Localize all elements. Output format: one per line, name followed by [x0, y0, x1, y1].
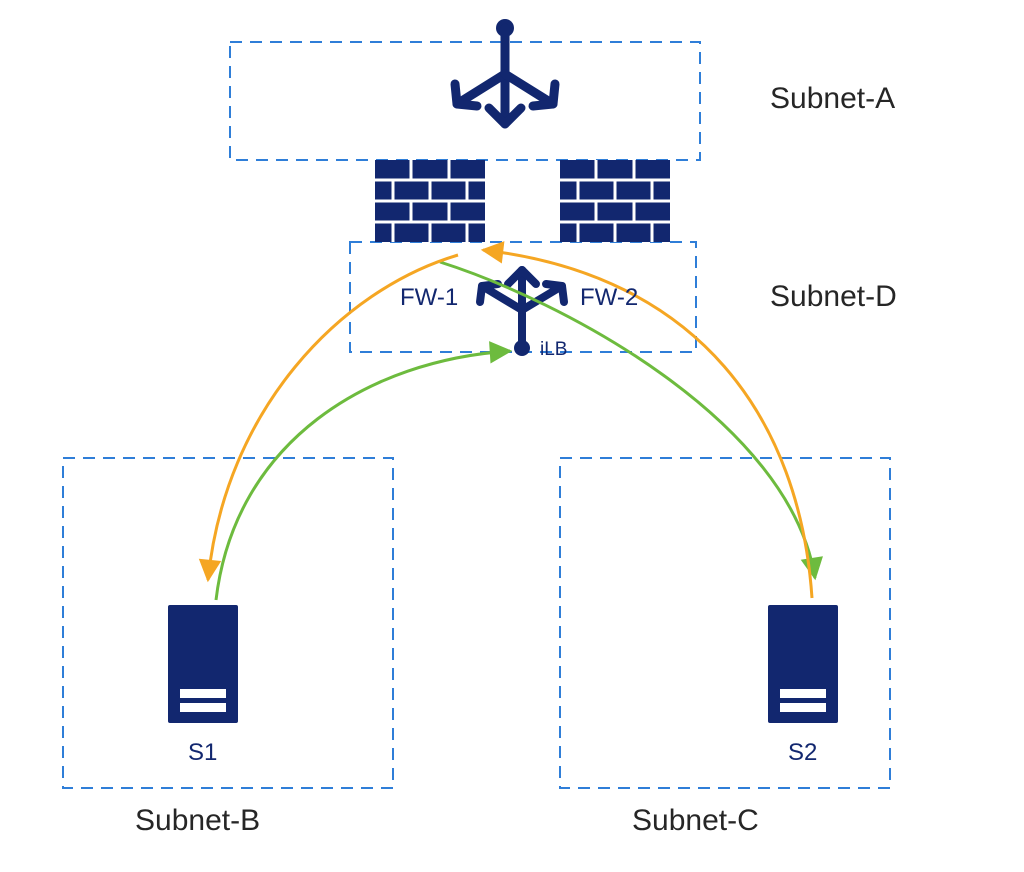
fw-2-label: FW-2 [580, 284, 638, 311]
s1-label: S1 [188, 739, 217, 766]
s2-label: S2 [788, 739, 817, 766]
subnet-c-box [560, 458, 890, 788]
subnet-d-label: Subnet-D [770, 280, 897, 313]
server-s2-icon [768, 605, 838, 723]
subnet-c-label: Subnet-C [632, 804, 759, 837]
firewall-2-icon [560, 160, 670, 242]
flow-green-to-ilb [216, 351, 510, 600]
fw-1-label: FW-1 [400, 284, 458, 311]
ilb-label: iLB [540, 339, 567, 360]
subnet-a-label: Subnet-A [770, 82, 895, 115]
subnet-b-label: Subnet-B [135, 804, 260, 837]
server-s1-icon [168, 605, 238, 723]
firewall-1-icon [375, 160, 485, 242]
external-lb-icon [455, 19, 555, 124]
